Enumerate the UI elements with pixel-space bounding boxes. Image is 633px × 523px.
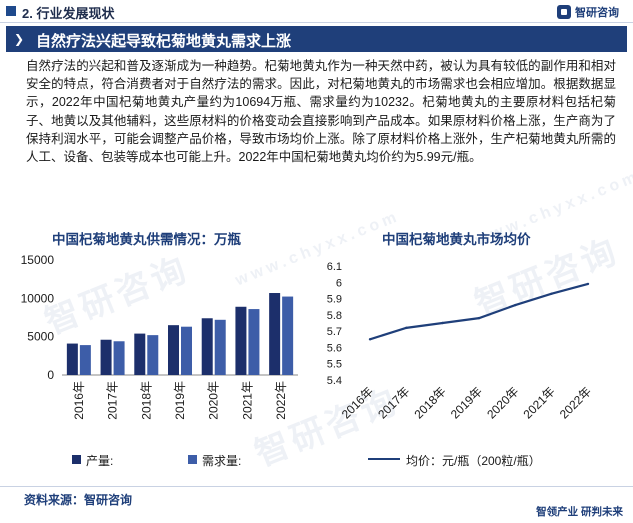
bar-production [66, 343, 78, 375]
bar-demand [181, 326, 192, 375]
bottom-divider [0, 486, 633, 487]
price-point [550, 292, 553, 295]
price-point [586, 282, 590, 286]
y-tick-label: 5.4 [327, 375, 342, 387]
headline-bar: ❯ 自然疗法兴起导致杞菊地黄丸需求上涨 [6, 26, 627, 52]
x-tick-label: 2018年 [412, 384, 449, 421]
headline: 自然疗法兴起导致杞菊地黄丸需求上涨 [36, 33, 292, 50]
price-point [441, 321, 444, 325]
x-tick-label: 2016年 [72, 381, 86, 420]
y-tick-label: 15000 [21, 253, 55, 267]
x-tick-label: 2017年 [375, 384, 412, 421]
bar-production [168, 325, 179, 375]
bar-demand [214, 319, 226, 375]
price-point [368, 338, 372, 341]
bar-chart-title: 中国杞菊地黄丸供需情况：万瓶 [52, 232, 241, 247]
x-tick-label: 2020年 [484, 384, 521, 421]
price-point [514, 303, 517, 307]
line-chart-title: 中国杞菊地黄丸市场均价 [382, 232, 531, 247]
x-tick-label: 2021年 [240, 381, 254, 420]
brand-logo-icon [557, 5, 571, 19]
bar-chart: 0 5000 10000 15000 2016年 2017年 2018年 2019年 2020年… [21, 253, 298, 420]
y-tick-label: 5.6 [327, 342, 342, 354]
x-tick-label: 2022年 [557, 384, 594, 421]
x-tick-label: 2018年 [139, 381, 153, 420]
legend-label-demand: 需求量: [202, 454, 242, 468]
bar-demand [248, 309, 260, 375]
bar-demand [282, 296, 294, 375]
top-divider [0, 22, 633, 23]
bar-production [269, 293, 281, 375]
y-tick-label: 6 [336, 277, 342, 289]
y-tick-label: 5.9 [327, 294, 342, 306]
x-tick-label: 2017年 [106, 381, 120, 420]
x-tick-label: 2016年 [339, 384, 376, 421]
x-tick-label: 2022年 [274, 381, 288, 420]
section-marker-icon [6, 6, 16, 16]
bar-demand [147, 335, 159, 375]
price-line [369, 282, 589, 341]
legend-line-swatch [368, 458, 400, 460]
x-tick-label: 2021年 [521, 384, 558, 421]
price-point [405, 326, 408, 330]
y-tick-label: 5.8 [327, 310, 342, 322]
legend-swatch-demand [188, 455, 197, 464]
y-tick-label: 0 [47, 368, 54, 382]
footer-slogan: 智领产业 研判未来 [536, 506, 623, 518]
bar-demand [113, 341, 125, 375]
x-tick-label: 2019年 [173, 381, 187, 420]
body-paragraph: 自然疗法的兴起和普及逐渐成为一种趋势。杞菊地黄丸作为一种天然中药，被认为具有较低… [26, 59, 616, 165]
x-tick-label: 2020年 [207, 381, 221, 420]
y-tick-label: 5.7 [327, 326, 342, 338]
brand-name: 智研咨询 [575, 7, 619, 19]
bar-production [100, 339, 112, 375]
price-point [477, 316, 481, 320]
bar-production [134, 333, 146, 375]
line-chart: 5.4 5.5 5.6 5.7 5.8 5.9 6 6.1 2016年 2017年 2018年 201… [327, 261, 594, 421]
bar-production [201, 318, 213, 375]
chevron-right-icon: ❯ [14, 32, 25, 46]
y-tick-label: 10000 [21, 291, 55, 305]
top-bar: 2. 行业发展现状 智研咨询 [0, 0, 633, 28]
y-tick-label: 5000 [27, 330, 54, 344]
y-tick-label: 6.1 [327, 261, 342, 273]
brand: 智研咨询 [557, 4, 619, 20]
legend-swatch-production [72, 455, 81, 464]
x-tick-label: 2019年 [448, 384, 485, 421]
bar-demand [79, 345, 91, 375]
section-title: 2. 行业发展现状 [22, 6, 115, 21]
legend-label-price: 均价：元/瓶（200粒/瓶） [406, 454, 541, 468]
bar-production [235, 306, 247, 375]
y-tick-label: 5.5 [327, 359, 342, 371]
legend-label-production: 产量: [86, 454, 114, 468]
source-note: 资料来源：智研咨询 [24, 493, 133, 507]
